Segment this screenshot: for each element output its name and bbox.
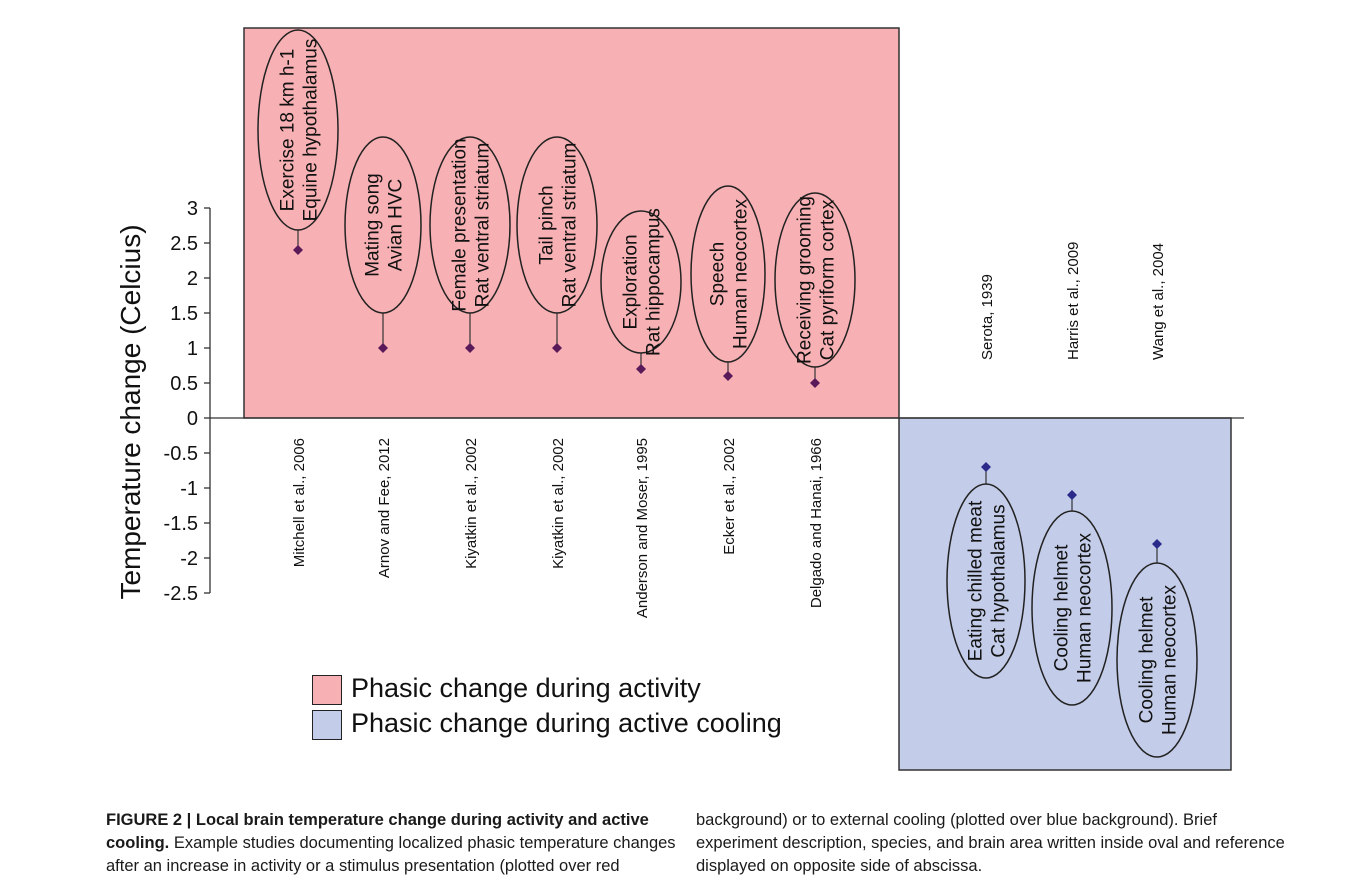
oval-label-line: Mating song bbox=[363, 173, 384, 277]
activity-region bbox=[243, 27, 900, 419]
data-point bbox=[1152, 539, 1162, 549]
oval-label-line: Rat ventral striatum bbox=[560, 143, 581, 308]
data-point bbox=[552, 343, 562, 353]
oval-label-line: Exploration bbox=[621, 234, 642, 329]
reference-label: Delgado and Hanai, 1966 bbox=[808, 438, 825, 608]
chart: 3 2.5 2 1.5 1 0.5 0 -0.5 -1 -1.5 -2 -2.5 Exercise 1… bbox=[115, 27, 1244, 771]
oval-label-line: Speech bbox=[708, 242, 729, 306]
caption-body-right: background) or to external cooling (plot… bbox=[696, 811, 1285, 875]
reference-label: Serota, 1939 bbox=[979, 274, 996, 360]
oval-label-line: Cat hypothalamus bbox=[989, 504, 1010, 657]
label-oval bbox=[429, 136, 511, 314]
data-point bbox=[378, 343, 388, 353]
legend-label-activity: Phasic change during activity bbox=[351, 673, 701, 703]
y-tick-label: -2.5 bbox=[164, 583, 198, 605]
figure-caption-left: FIGURE 2 | Local brain temperature chang… bbox=[106, 809, 681, 878]
legend-swatch-activity bbox=[312, 675, 342, 705]
data-point bbox=[1067, 490, 1077, 500]
y-tick-label: 1.5 bbox=[170, 303, 198, 325]
oval-label-line: Tail pinch bbox=[537, 185, 558, 264]
figure-caption-right: background) or to external cooling (plot… bbox=[696, 809, 1296, 878]
data-point bbox=[636, 364, 646, 374]
oval-label-line: Eating chilled meat bbox=[966, 500, 987, 661]
label-oval bbox=[690, 185, 766, 363]
label-oval bbox=[344, 136, 422, 314]
oval-label-line: Cat pyriform cortex bbox=[818, 199, 839, 360]
y-axis-label: Temperature change (Celcius) bbox=[115, 224, 146, 599]
label-oval bbox=[1031, 510, 1113, 706]
reference-label: Kiyatkin et al., 2002 bbox=[550, 438, 567, 569]
label-oval bbox=[257, 29, 339, 231]
legend-swatch-cooling bbox=[312, 710, 342, 740]
data-point bbox=[465, 343, 475, 353]
oval-label-line: Rat ventral striatum bbox=[473, 143, 494, 308]
label-oval bbox=[516, 136, 598, 314]
oval-label-line: Human neocortex bbox=[731, 199, 752, 349]
reference-label: Mitchell et al., 2006 bbox=[291, 438, 308, 567]
data-point bbox=[293, 245, 303, 255]
oval-label-line: Receiving grooming bbox=[795, 196, 816, 364]
oval-label-line: Human neocortex bbox=[1160, 585, 1181, 735]
y-tick-label: 2.5 bbox=[170, 233, 198, 255]
label-oval bbox=[600, 210, 682, 354]
oval-label-line: Human neocortex bbox=[1075, 533, 1096, 683]
cooling-region bbox=[898, 417, 1232, 771]
y-tick-label: -1 bbox=[180, 478, 198, 500]
oval-label-line: Rat hippocampus bbox=[644, 208, 665, 356]
legend-label-cooling: Phasic change during active cooling bbox=[351, 708, 782, 738]
oval-label-line: Exercise 18 km h-1 bbox=[278, 49, 299, 212]
label-oval bbox=[1116, 562, 1198, 758]
reference-label: Anderson and Moser, 1995 bbox=[634, 438, 651, 618]
y-tick-label: 2 bbox=[187, 268, 198, 290]
y-tick-label: 0.5 bbox=[170, 373, 198, 395]
y-tick-label: 1 bbox=[187, 338, 198, 360]
y-tick-label: 0 bbox=[187, 408, 198, 430]
y-tick-label: -1.5 bbox=[164, 513, 198, 535]
y-tick-label: -0.5 bbox=[164, 443, 198, 465]
oval-label-line: Cooling helmet bbox=[1052, 544, 1073, 671]
oval-label-line: Cooling helmet bbox=[1137, 596, 1158, 723]
y-tick-label: 3 bbox=[187, 198, 198, 220]
reference-label: Ecker et al., 2002 bbox=[721, 438, 738, 555]
oval-label-line: Equine hypothalamus bbox=[301, 39, 322, 222]
label-oval bbox=[946, 483, 1026, 679]
y-tick-label: -2 bbox=[180, 548, 198, 570]
data-point bbox=[981, 462, 991, 472]
caption-title: FIGURE 2 | Local brain temperature chang… bbox=[106, 811, 649, 852]
reference-label: Arnov and Fee, 2012 bbox=[376, 438, 393, 578]
reference-label: Wang et al., 2004 bbox=[1150, 243, 1167, 360]
oval-label-line: Avian HVC bbox=[386, 179, 407, 272]
data-point bbox=[810, 378, 820, 388]
caption-body-left: Example studies documenting localized ph… bbox=[106, 834, 676, 875]
reference-label: Harris et al., 2009 bbox=[1065, 242, 1082, 360]
label-oval bbox=[774, 192, 856, 368]
oval-label-line: Female presentation bbox=[450, 138, 471, 311]
reference-label: Kiyatkin et al., 2002 bbox=[463, 438, 480, 569]
data-point bbox=[723, 371, 733, 381]
